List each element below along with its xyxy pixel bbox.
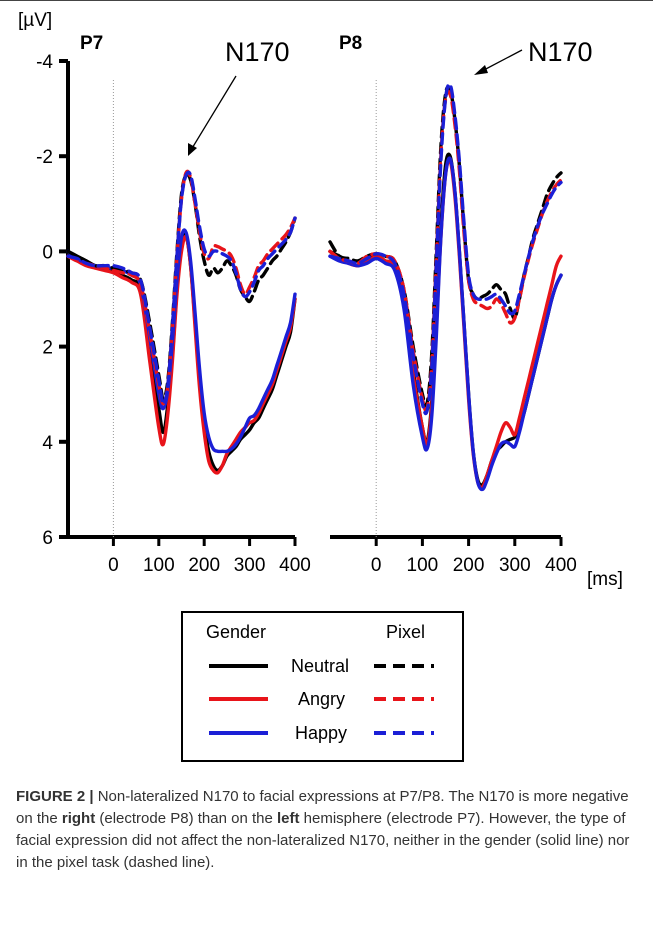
x-unit-label: [ms] — [587, 569, 623, 590]
x-tick-label-P8-0: 0 — [371, 555, 382, 576]
series-p8-pixel-happy — [328, 82, 563, 416]
y-tick-label-0: -4 — [36, 52, 53, 73]
x-tick-label-P7-1: 100 — [143, 555, 175, 576]
panel-title-p7: P7 — [80, 33, 103, 54]
y-tick-label-3: 2 — [42, 338, 53, 359]
x-tick-label-P8-1: 100 — [407, 555, 439, 576]
n170-annotation-p7: N170 — [225, 37, 290, 67]
n170-arrowhead-p7 — [188, 143, 197, 156]
caption-text-3: hemisphere (electrode P7). However, the … — [16, 810, 630, 871]
legend: Gender Pixel Neutral Angry Happy — [181, 611, 464, 762]
x-tick-label-P8-3: 300 — [499, 555, 531, 576]
y-unit-label: [µV] — [18, 10, 52, 31]
series-p8-pixel-neutral — [328, 85, 563, 408]
caption-text-1: Non-lateralized N170 to facial expressio… — [16, 788, 629, 827]
series-p7-pixel-happy — [66, 170, 297, 406]
n170-arrow-p7 — [190, 75, 237, 151]
legend-label-angry: Angry — [298, 689, 345, 709]
x-tick-label-P7-2: 200 — [188, 555, 220, 576]
axes: -4 -2 0 2 4 6 0 100 200 300 400 0 100 200 300 400 — [36, 52, 577, 576]
x-tick-label-P8-2: 200 — [453, 555, 485, 576]
panel-title-p8: P8 — [339, 33, 362, 54]
labels: [µV] [ms] P7 P8 N170 N170 — [18, 10, 623, 590]
y-tick-label-2: 0 — [42, 242, 53, 263]
legend-label-happy: Happy — [295, 723, 347, 743]
legend-gender-header: Gender — [206, 622, 266, 642]
caption-figure-label: FIGURE 2 | — [16, 788, 94, 805]
caption-text-2: (electrode P8) than on the — [95, 810, 277, 827]
series-p8-gender-happy — [328, 156, 563, 492]
erp-figure: -4 -2 0 2 4 6 0 100 200 300 400 0 100 200 300 400 [µV] … — [18, 10, 623, 762]
curves — [66, 82, 563, 492]
n170-annotation-p8: N170 — [528, 37, 593, 67]
legend-pixel-header: Pixel — [386, 622, 425, 642]
series-p8-gender-neutral — [328, 152, 563, 487]
x-tick-label-P7-4: 400 — [279, 555, 311, 576]
figure-caption: FIGURE 2 | Non-lateralized N170 to facia… — [16, 786, 642, 874]
legend-label-neutral: Neutral — [291, 656, 349, 676]
x-tick-label-P8-4: 400 — [545, 555, 577, 576]
top-rule — [0, 0, 653, 1]
y-tick-label-5: 6 — [42, 528, 53, 549]
x-tick-label-P7-0: 0 — [108, 555, 119, 576]
caption-bold-right: right — [61, 810, 96, 827]
n170-arrow-p8 — [481, 49, 523, 72]
caption-bold-left: left — [276, 810, 300, 827]
x-tick-label-P7-3: 300 — [234, 555, 266, 576]
series-p7-pixel-angry — [66, 169, 297, 406]
y-tick-label-4: 4 — [42, 433, 53, 454]
n170-arrowhead-p8 — [474, 65, 488, 75]
series-p8-gender-angry — [328, 158, 563, 490]
y-tick-label-1: -2 — [36, 147, 53, 168]
series-p8-pixel-angry — [328, 89, 563, 413]
legend-box — [181, 611, 464, 762]
series-p7-gender-angry — [66, 234, 297, 475]
